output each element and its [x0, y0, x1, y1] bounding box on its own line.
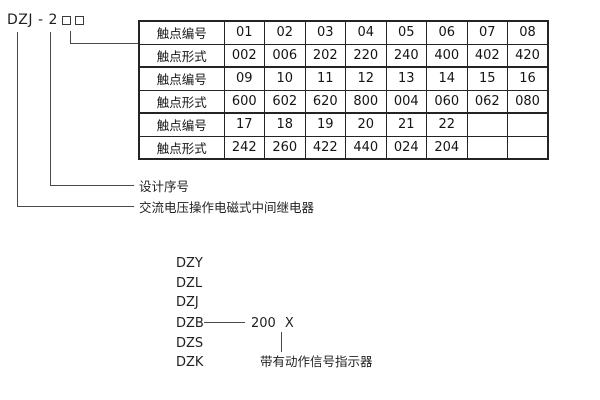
model-code-text: DZJ - 2: [7, 12, 58, 28]
connector-line-table-horizontal: [70, 43, 138, 44]
table-cell: [466, 135, 508, 160]
table-cell: 400: [426, 43, 468, 68]
row-header: 触点编号: [138, 112, 225, 137]
connector-line-relay-vertical: [17, 32, 18, 206]
table-cell: 08: [507, 20, 549, 45]
table-cell: 13: [385, 66, 427, 91]
table-cell: 18: [264, 112, 306, 137]
table-cell: 02: [264, 20, 306, 45]
table-cell: 062: [466, 89, 508, 114]
table-row: 触点编号 09 10 11 12 13 14 15 16: [138, 66, 549, 91]
model-list-item-dzb: DZB: [176, 316, 204, 331]
connector-line-serial-vertical: [50, 32, 51, 185]
table-cell: 420: [507, 43, 549, 68]
indicator-note-label: 带有动作信号指示器: [260, 354, 373, 369]
table-cell: 620: [304, 89, 346, 114]
table-cell: 11: [304, 66, 346, 91]
table-cell: 15: [466, 66, 508, 91]
placeholder-box-icon: [61, 15, 71, 25]
table-row: 触点形式 002 006 202 220 240 400 402 420: [138, 43, 549, 68]
contact-spec-table: 触点编号 01 02 03 04 05 06 07 08 触点形式 002 00…: [138, 20, 549, 160]
table-cell: 600: [223, 89, 265, 114]
row-header: 触点形式: [138, 89, 225, 114]
table-cell: 07: [466, 20, 508, 45]
model-list-item-dzk: DZK: [176, 355, 204, 370]
table-row: 触点形式 242 260 422 440 024 204: [138, 135, 549, 160]
connector-line-indicator-vertical: [281, 332, 282, 352]
dzb-model-value: 200 X: [251, 316, 294, 331]
connector-line-serial-horizontal: [50, 185, 134, 186]
table-row: 触点形式 600 602 620 800 004 060 062 080: [138, 89, 549, 114]
model-list-item-dzs: DZS: [176, 336, 204, 351]
row-header: 触点编号: [138, 20, 225, 45]
table-cell: 002: [223, 43, 265, 68]
connector-line-table-vertical: [70, 31, 71, 43]
relay-description-label: 交流电压操作电磁式中间继电器: [139, 200, 315, 215]
table-cell: 004: [385, 89, 427, 114]
table-cell: [466, 112, 508, 137]
table-cell: 03: [304, 20, 346, 45]
model-code: DZJ - 2: [7, 12, 84, 28]
table-cell: 20: [345, 112, 387, 137]
table-cell: 05: [385, 20, 427, 45]
table-cell: [507, 112, 549, 137]
table-cell: 17: [223, 112, 265, 137]
table-cell: 19: [304, 112, 346, 137]
table-cell: 12: [345, 66, 387, 91]
table-cell: 220: [345, 43, 387, 68]
model-list-item-dzy: DZY: [176, 256, 203, 271]
connector-line-dzb-horizontal: [204, 322, 245, 323]
placeholder-box-icon: [74, 15, 84, 25]
table-cell: 440: [345, 135, 387, 160]
table-cell: 260: [264, 135, 306, 160]
dzb-value-text: 200: [251, 316, 276, 331]
table-cell: 202: [304, 43, 346, 68]
table-cell: 402: [466, 43, 508, 68]
design-serial-label: 设计序号: [139, 179, 190, 194]
model-list-item-dzl: DZL: [176, 276, 203, 291]
table-cell: 21: [385, 112, 427, 137]
table-cell: 22: [426, 112, 468, 137]
table-cell: 800: [345, 89, 387, 114]
table-cell: 06: [426, 20, 468, 45]
connector-line-relay-horizontal: [17, 206, 134, 207]
table-cell: 024: [385, 135, 427, 160]
table-row: 触点编号 01 02 03 04 05 06 07 08: [138, 20, 549, 45]
row-header: 触点编号: [138, 66, 225, 91]
table-cell: 602: [264, 89, 306, 114]
table-cell: 16: [507, 66, 549, 91]
table-cell: 006: [264, 43, 306, 68]
dzb-suffix-text: X: [284, 316, 294, 331]
table-cell: 09: [223, 66, 265, 91]
table-cell: 01: [223, 20, 265, 45]
table-cell: 14: [426, 66, 468, 91]
table-row: 触点编号 17 18 19 20 21 22: [138, 112, 549, 137]
table-cell: 242: [223, 135, 265, 160]
row-header: 触点形式: [138, 135, 225, 160]
table-cell: 204: [426, 135, 468, 160]
model-list-item-dzj: DZJ: [176, 295, 199, 310]
row-header: 触点形式: [138, 43, 225, 68]
table-cell: 10: [264, 66, 306, 91]
table-cell: 240: [385, 43, 427, 68]
table-cell: [507, 135, 549, 160]
table-cell: 422: [304, 135, 346, 160]
table-cell: 060: [426, 89, 468, 114]
table-cell: 080: [507, 89, 549, 114]
table-cell: 04: [345, 20, 387, 45]
